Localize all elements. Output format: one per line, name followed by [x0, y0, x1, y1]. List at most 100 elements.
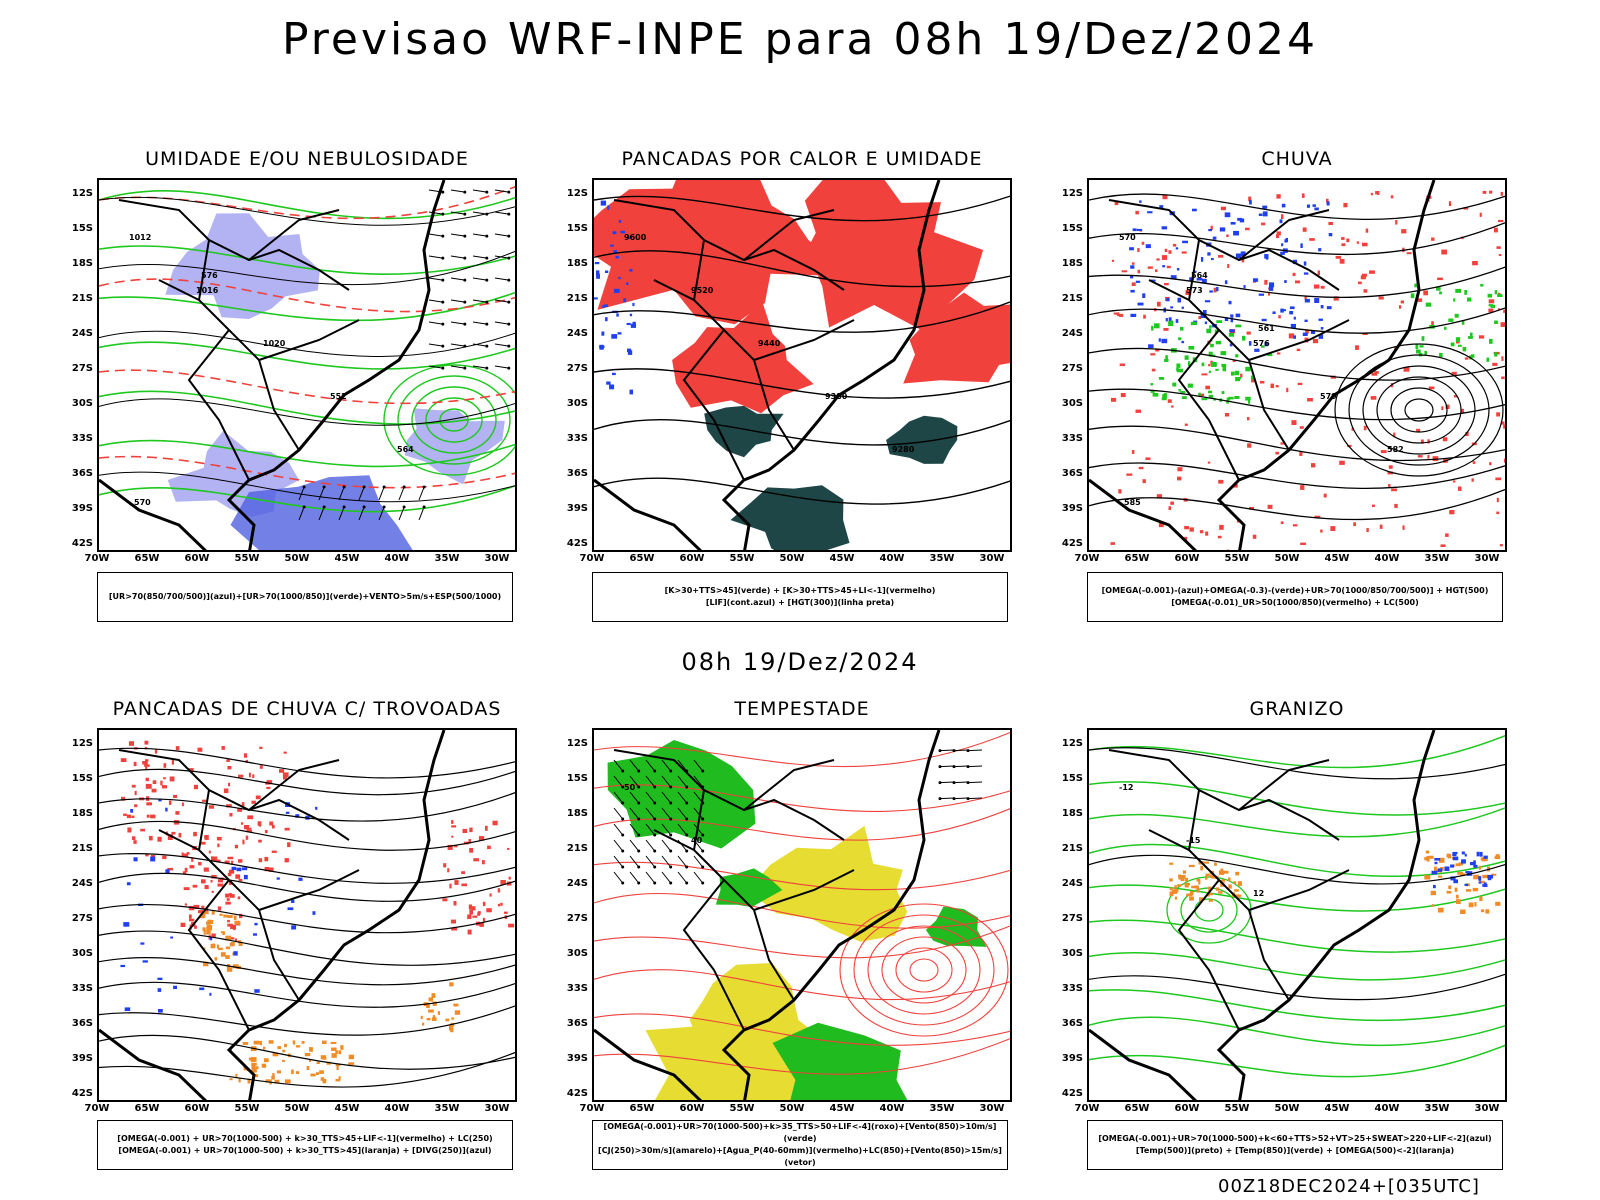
instability-area	[206, 927, 213, 931]
omega-500hpa-area	[1456, 899, 1461, 904]
precipitation-omega-area	[1304, 295, 1307, 300]
precipitation-omega-area	[1230, 222, 1236, 225]
precipitation-omega-area	[1427, 454, 1430, 459]
hail-area	[1478, 881, 1482, 884]
wind-vector-head	[382, 485, 386, 489]
thunderstorm-area	[227, 872, 232, 877]
precipitable-water-contour	[594, 969, 1010, 1001]
instability-area	[214, 957, 218, 961]
precipitation-omega-area	[1226, 234, 1229, 237]
latitude-tick-label: 27S	[566, 363, 588, 374]
thunderstorm-area	[134, 790, 137, 796]
omega-500hpa-area	[1208, 899, 1213, 902]
latitude-tick-label: 21S	[566, 293, 588, 304]
lifted-index-contour	[599, 344, 604, 350]
latitude-tick-label: 42S	[566, 1088, 588, 1099]
precipitation-omega-area	[1380, 450, 1387, 454]
divergence-250hpa-area	[157, 988, 162, 992]
contour-label: 9600	[624, 233, 647, 242]
state-borders	[613, 749, 855, 1031]
humidity-1000hpa-contour	[383, 364, 515, 476]
longitude-tick-label: 35W	[1424, 553, 1450, 564]
latitude-tick-label: 42S	[566, 538, 588, 549]
omega-500hpa-area	[1468, 902, 1474, 908]
thunderstorm-area	[451, 835, 454, 838]
precipitation-strong-omega-area	[1151, 325, 1154, 331]
instability-area	[306, 1066, 310, 1070]
wind-vector-head	[302, 485, 306, 489]
longitude-tick-label: 30W	[484, 553, 510, 564]
omega-500hpa-area	[1196, 888, 1200, 893]
precipitation-strong-omega-area	[1448, 318, 1454, 322]
precipitation-strong-omega-area	[1208, 351, 1213, 357]
precipitation-omega-area	[1230, 317, 1234, 323]
divergence-250hpa-area	[170, 936, 173, 939]
precipitation-strong-omega-area	[1230, 371, 1235, 376]
wind-vector-head	[485, 366, 489, 370]
precipitation-omega-area	[1363, 289, 1368, 293]
instability-area	[238, 1078, 241, 1083]
coastline	[99, 180, 446, 550]
precipitation-strong-omega-area	[1419, 345, 1424, 348]
thunderstorm-area	[229, 813, 233, 817]
contour-label: 564	[1191, 271, 1208, 280]
lifted-index-contour	[632, 302, 635, 307]
legend-pancadas-calor: [K>30+TTS>45](verde) + [K>30+TTS>45+LI<-…	[592, 572, 1008, 622]
divergence-250hpa-area	[243, 874, 248, 880]
precipitation-omega-area	[1495, 477, 1502, 481]
contour-label: 570	[134, 498, 151, 507]
precipitation-strong-omega-area	[1464, 290, 1467, 295]
precipitation-omega-area	[1320, 305, 1324, 309]
wind-vector	[428, 233, 443, 237]
instability-area	[242, 1042, 249, 1045]
thunderstorm-area	[462, 828, 468, 833]
precipitation-omega-area	[1441, 249, 1447, 255]
precipitation-omega-area	[1479, 212, 1482, 217]
precipitation-strong-omega-area	[1426, 302, 1431, 307]
precipitation-omega-area	[1181, 251, 1187, 254]
precipitation-omega-area	[1366, 528, 1369, 532]
precipitation-strong-omega-area	[1201, 398, 1208, 401]
thunderstorm-area	[126, 814, 131, 819]
precipitation-omega-area	[1311, 463, 1316, 468]
precipitation-omega-area	[1314, 207, 1319, 211]
thunderstorm-area	[171, 759, 174, 765]
thunderstorm-area	[469, 848, 474, 853]
lifted-index-contour	[607, 205, 610, 210]
thunderstorm-area	[200, 841, 206, 845]
omega-500hpa-area	[1474, 902, 1477, 907]
latitude-tick-label: 24S	[566, 878, 588, 889]
wind-850hpa-vector	[629, 807, 640, 820]
wind-850hpa-vector	[953, 765, 969, 768]
thunderstorm-area	[184, 903, 187, 906]
thunderstorm-area	[180, 922, 186, 927]
wind-850hpa-vector-head	[621, 833, 625, 837]
omega-500hpa-area	[1180, 878, 1185, 881]
precipitation-strong-omega-area	[1450, 342, 1455, 347]
precipitation-strong-omega-area	[1415, 344, 1419, 349]
streamline-850hpa	[867, 925, 981, 1015]
longitude-tick-label: 70W	[579, 1103, 605, 1114]
humidity-1000hpa-contour	[99, 189, 515, 220]
wind-vector-head	[302, 505, 306, 509]
instability-area	[451, 1017, 454, 1020]
thunderstorm-area	[217, 843, 220, 848]
precipitation-omega-area	[1300, 485, 1305, 490]
wind-850hpa-vector-head	[952, 765, 956, 769]
precipitation-omega-area	[1449, 510, 1455, 515]
precipitation-omega-area	[1394, 503, 1398, 508]
precipitation-omega-area	[1170, 501, 1174, 505]
precipitation-omega-area	[1370, 192, 1373, 196]
thunderstorm-area	[134, 804, 138, 808]
precipitation-omega-area	[1142, 293, 1146, 298]
map-chuva: 570 573 576 579 582 585 564 561	[1087, 178, 1507, 552]
precipitation-omega-area	[1204, 321, 1207, 325]
precipitation-omega-area	[1401, 229, 1407, 234]
instability-area	[255, 1066, 259, 1070]
instability-area	[420, 1015, 423, 1019]
precipitation-omega-area	[1161, 226, 1168, 230]
contour-label: 579	[1320, 392, 1337, 401]
thunderstorm-area	[120, 758, 127, 762]
wind-850hpa-vector-head	[621, 865, 625, 869]
instability-area	[251, 1062, 257, 1066]
